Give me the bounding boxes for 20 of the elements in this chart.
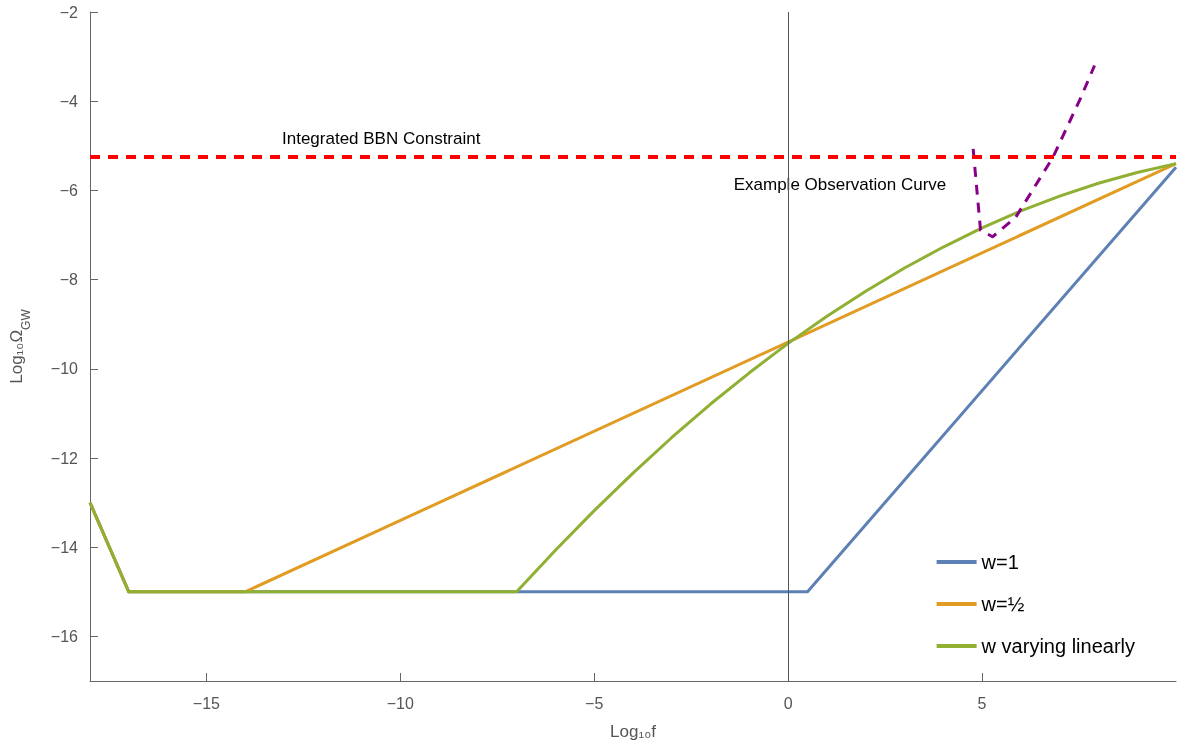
y-tick-label: −6 bbox=[59, 181, 79, 199]
legend-label: w varying linearly bbox=[980, 635, 1135, 657]
y-tick-label: −4 bbox=[59, 92, 79, 110]
legend-label: w=1 bbox=[980, 551, 1019, 573]
y-tick-label: −10 bbox=[50, 360, 79, 378]
y-tick-label: −16 bbox=[50, 627, 79, 645]
x-tick-label: −10 bbox=[386, 694, 414, 712]
x-tick-label: 5 bbox=[977, 694, 987, 712]
y-tick-label: −8 bbox=[59, 271, 79, 289]
x-tick-label: −15 bbox=[192, 694, 221, 712]
x-tick-label: 0 bbox=[783, 694, 793, 712]
line-series bbox=[971, 64, 1097, 239]
y-axis-title: Log₁₀ΩGW bbox=[7, 308, 33, 384]
ref-line-label: Integrated BBN Constraint bbox=[282, 128, 481, 148]
y-tick-label: −14 bbox=[50, 538, 79, 556]
y-tick-label: −2 bbox=[59, 3, 79, 21]
x-tick-label: −5 bbox=[585, 694, 604, 712]
x-axis-title: Log₁₀f bbox=[610, 722, 657, 741]
legend-label: w=½ bbox=[980, 593, 1025, 615]
y-tick-label: −12 bbox=[50, 449, 79, 467]
